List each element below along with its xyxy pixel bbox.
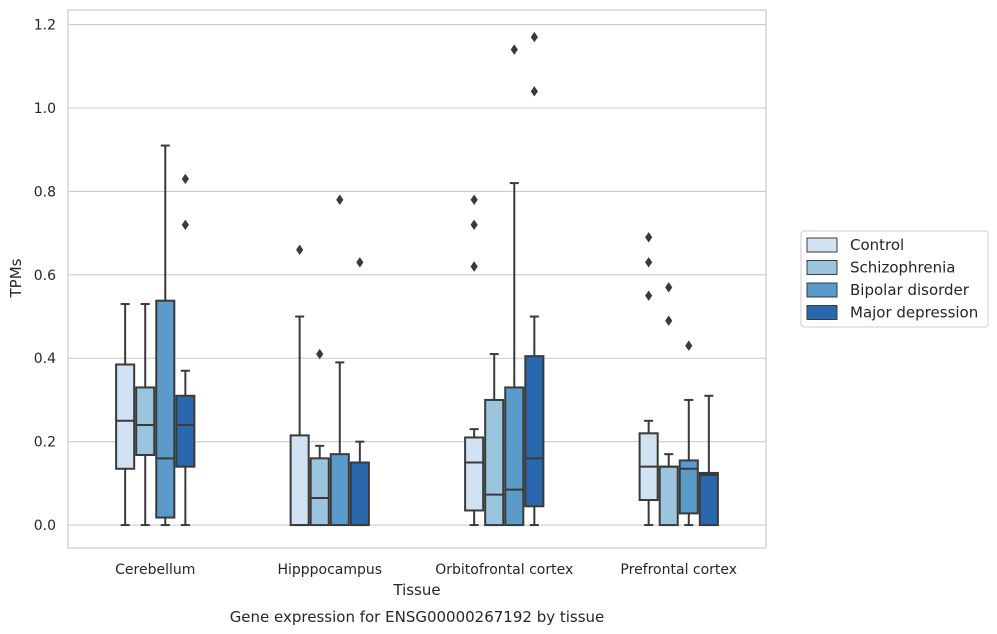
legend-item: Control: [806, 236, 904, 254]
box: [658, 282, 679, 527]
outlier-point: [665, 315, 673, 326]
outlier-point: [470, 194, 478, 205]
box: [504, 44, 525, 527]
outlier-point: [645, 290, 653, 301]
y-tick-label: 0.2: [34, 435, 56, 451]
box: [698, 394, 719, 527]
legend-label: Bipolar disorder: [850, 281, 970, 299]
box-body: [175, 394, 196, 468]
box-body: [524, 355, 545, 508]
legend-swatch: [806, 305, 838, 320]
box: [638, 232, 659, 527]
box: [175, 173, 196, 527]
x-tick-label: Orbitofrontal cortex: [435, 562, 573, 578]
box-body: [658, 465, 679, 527]
y-tick-label: 0.0: [34, 518, 56, 534]
outlier-point: [645, 232, 653, 243]
legend-swatch: [806, 282, 838, 298]
box-body: [309, 457, 330, 527]
box: [289, 244, 310, 527]
box: [464, 194, 485, 527]
x-tick-label: Prefrontal cortex: [620, 562, 737, 578]
box-body: [289, 434, 310, 527]
legend-swatch: [806, 260, 838, 275]
legend-item: Major depression: [806, 304, 978, 322]
x-axis-ticks: Cerebellum Hipppocampus Orbitofrontal cort…: [115, 562, 737, 578]
legend-label: Schizophrenia: [850, 259, 955, 277]
box-body: [484, 398, 505, 527]
outlier-point: [530, 31, 538, 43]
box-body: [349, 461, 370, 527]
x-axis-label: Tissue: [392, 581, 440, 599]
box: [135, 303, 156, 527]
legend-frame: [800, 230, 989, 328]
box-body: [464, 436, 485, 512]
box-body: [698, 471, 719, 527]
outlier-point: [181, 219, 189, 230]
outlier-point: [470, 261, 478, 272]
legend-label: Major depression: [850, 304, 978, 322]
outlier-point: [356, 257, 364, 268]
box-body: [115, 363, 136, 470]
outlier-point: [316, 348, 324, 360]
outlier-point: [665, 282, 673, 293]
box: [484, 353, 505, 527]
box: [329, 194, 350, 527]
x-tick-label: Hipppocampus: [277, 562, 382, 578]
box-body: [678, 459, 699, 515]
y-axis-label: TPMs: [7, 258, 25, 298]
y-axis-ticks: 0.0 0.2 0.4 0.6 0.8 1.0 1.2: [34, 18, 56, 534]
outlier-point: [530, 86, 538, 97]
box: [115, 303, 136, 527]
box: [349, 257, 370, 527]
series-schizophrenia: [135, 282, 679, 527]
plot-frame: [67, 9, 767, 549]
y-tick-label: 0.4: [34, 351, 56, 367]
legend-item: Schizophrenia: [806, 259, 955, 277]
plot-area: [115, 31, 719, 527]
series-bipolar-disorder: [155, 44, 699, 527]
y-tick-label: 0.8: [34, 184, 56, 200]
box-body: [155, 299, 176, 519]
box: [309, 348, 330, 527]
box-body: [135, 386, 156, 456]
box-body: [504, 386, 525, 527]
outlier-point: [470, 219, 478, 230]
legend-swatch: [806, 237, 838, 253]
series-control: [115, 194, 659, 527]
chart-caption: Gene expression for ENSG00000267192 by t…: [230, 608, 605, 626]
outlier-point: [645, 257, 653, 268]
y-tick-label: 0.6: [34, 268, 56, 284]
box: [524, 31, 545, 527]
legend: Control Schizophrenia Bipolar disorder Majo…: [800, 230, 989, 328]
legend-item: Bipolar disorder: [806, 281, 970, 299]
outlier-point: [336, 194, 344, 205]
y-tick-label: 1.2: [34, 18, 56, 34]
outlier-point: [685, 340, 693, 351]
outlier-point: [296, 244, 304, 256]
y-tick-label: 1.0: [34, 101, 56, 117]
outlier-point: [181, 173, 189, 185]
legend-label: Control: [850, 236, 904, 254]
box: [155, 144, 176, 527]
box-body: [329, 453, 350, 527]
box: [678, 340, 699, 527]
outlier-point: [510, 44, 518, 55]
x-tick-label: Cerebellum: [115, 562, 195, 578]
series-major-depression: [175, 31, 719, 527]
